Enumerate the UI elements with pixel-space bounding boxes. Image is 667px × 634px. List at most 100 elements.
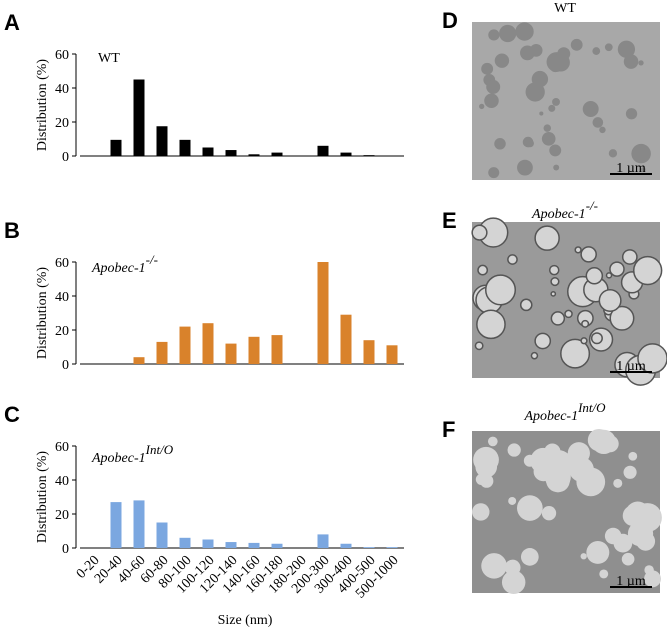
particle — [481, 62, 494, 75]
bar — [225, 150, 237, 156]
bar — [317, 145, 329, 156]
bar — [317, 534, 329, 548]
particle — [582, 100, 599, 117]
bar — [110, 139, 122, 156]
bar — [202, 539, 214, 548]
particle — [523, 454, 536, 467]
bar — [363, 547, 375, 548]
annotation-text: WT — [554, 1, 576, 16]
particle — [499, 24, 517, 43]
annotation-text: Apobec-1 — [531, 207, 586, 222]
particle — [479, 103, 485, 110]
particle — [567, 442, 590, 465]
annotation: Apobec-1-/- — [91, 252, 158, 276]
particle — [541, 131, 556, 146]
particle — [570, 38, 583, 51]
particle — [585, 267, 604, 285]
particle — [532, 78, 538, 83]
particle — [637, 343, 667, 374]
particle — [592, 47, 601, 55]
particle — [533, 461, 554, 482]
particle — [529, 44, 543, 57]
bar — [110, 502, 122, 548]
particle — [471, 224, 488, 241]
particle — [474, 341, 484, 351]
y-tick-label: 20 — [55, 116, 69, 131]
y-tick-label: 0 — [62, 542, 69, 557]
particle — [576, 467, 606, 497]
y-axis-label: Distribution (%) — [35, 59, 50, 151]
particle — [552, 97, 560, 106]
particle — [539, 111, 544, 116]
particle — [581, 319, 590, 328]
bar — [248, 154, 260, 156]
particle — [599, 126, 606, 134]
particle — [488, 167, 500, 179]
particle — [628, 451, 638, 461]
bar — [179, 537, 191, 548]
particle — [605, 272, 613, 279]
y-tick-label: 60 — [55, 440, 69, 455]
particle — [519, 298, 533, 312]
bar — [248, 542, 260, 548]
bar — [202, 147, 214, 156]
y-tick-label: 40 — [55, 474, 69, 489]
particle — [476, 309, 506, 340]
bar — [271, 335, 283, 364]
annotation: Apobec-1Int/O — [523, 400, 606, 424]
particle — [549, 144, 562, 157]
y-tick-label: 20 — [55, 324, 69, 339]
bar — [202, 323, 214, 364]
particle — [640, 167, 646, 173]
particle — [632, 255, 663, 286]
y-tick-label: 60 — [55, 256, 69, 271]
particle — [484, 93, 499, 109]
particle — [550, 276, 560, 287]
x-axis-label: Size (nm) — [218, 613, 273, 628]
bar — [133, 79, 145, 156]
panel-letter: E — [442, 208, 457, 233]
y-tick-label: 20 — [55, 508, 69, 523]
particle — [526, 139, 534, 148]
particle — [586, 541, 610, 564]
bar — [179, 326, 191, 364]
particle — [517, 159, 533, 176]
particle — [494, 53, 510, 68]
particle — [613, 478, 623, 488]
y-axis-label: Distribution (%) — [35, 267, 50, 359]
particle — [609, 261, 625, 277]
particle — [623, 465, 637, 479]
particle — [507, 443, 521, 457]
particle — [501, 570, 526, 594]
particle — [608, 149, 618, 158]
annotation-sup: -/- — [146, 252, 158, 267]
particle — [481, 553, 507, 579]
particle — [517, 495, 543, 521]
particle — [625, 108, 638, 120]
panel-letter: C — [4, 402, 20, 427]
y-tick-label: 40 — [55, 290, 69, 305]
particle — [520, 548, 539, 566]
y-axis-label: Distribution (%) — [35, 451, 50, 543]
annotation-text: Apobec-1 — [91, 451, 146, 466]
bar — [179, 139, 191, 156]
particle — [623, 54, 639, 69]
annotation-text: Apobec-1 — [523, 409, 578, 424]
panel-letter: B — [4, 218, 20, 243]
particle — [503, 25, 511, 32]
annotation: WT — [554, 1, 576, 16]
particle — [530, 351, 539, 360]
particle — [507, 254, 518, 265]
particle — [534, 332, 552, 350]
particle — [488, 29, 500, 41]
particle — [609, 305, 635, 331]
particle — [599, 569, 609, 579]
scale-label: 1 µm — [616, 161, 646, 176]
bar — [133, 500, 145, 548]
particle — [622, 505, 644, 527]
particle — [479, 474, 494, 488]
bar — [133, 357, 145, 364]
particle — [472, 503, 490, 521]
bar — [225, 343, 237, 364]
